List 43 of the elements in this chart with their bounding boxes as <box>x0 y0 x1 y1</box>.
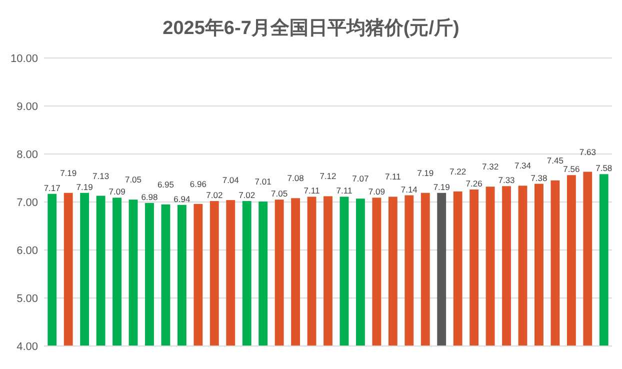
data-label: 7.05 <box>271 188 288 199</box>
data-label: 6.94 <box>174 194 190 204</box>
data-label: 7.19 <box>433 182 450 192</box>
y-tick-label: 10.00 <box>10 53 38 65</box>
data-label: 7.14 <box>400 184 418 194</box>
data-label: 7.11 <box>304 186 320 196</box>
y-tick-label: 8.00 <box>16 149 38 161</box>
y-tick-label: 5.00 <box>16 293 38 305</box>
data-label: 7.22 <box>450 166 466 176</box>
y-tick-label: 4.00 <box>16 341 38 353</box>
data-label: 6.96 <box>190 178 207 189</box>
data-label: 7.09 <box>368 186 386 197</box>
data-label: 6.98 <box>141 192 158 202</box>
data-label: 7.45 <box>546 155 564 166</box>
data-label: 7.58 <box>596 163 612 174</box>
data-label: 7.11 <box>384 172 402 182</box>
data-label: 7.05 <box>124 174 142 185</box>
data-label: 7.34 <box>514 160 532 171</box>
data-label: 7.07 <box>352 174 369 184</box>
data-label: 7.04 <box>222 175 240 186</box>
data-label: 7.12 <box>320 171 337 182</box>
y-tick-label: 6.00 <box>16 245 38 257</box>
data-label: 7.63 <box>579 146 596 157</box>
data-label: 7.02 <box>206 190 223 200</box>
y-tick-label: 7.00 <box>16 197 38 209</box>
data-label: 7.19 <box>76 182 94 192</box>
data-label: 7.08 <box>287 173 304 184</box>
data-label: 7.38 <box>530 172 548 183</box>
data-label: 7.09 <box>108 186 126 197</box>
y-tick-label: 9.00 <box>16 101 38 113</box>
data-label: 7.56 <box>563 164 580 174</box>
data-label: 7.32 <box>482 162 499 172</box>
data-label: 7.11 <box>336 186 352 196</box>
data-label: 7.19 <box>60 168 77 178</box>
data-label: 7.33 <box>498 175 516 186</box>
data-label: 7.26 <box>466 178 483 189</box>
data-label: 7.02 <box>238 190 256 200</box>
chart-title: 2025年6-7月全国日平均猪价(元/斤) <box>162 17 460 39</box>
data-label: 7.13 <box>92 170 110 181</box>
data-label: 6.95 <box>157 179 174 190</box>
data-label: 7.01 <box>254 176 272 187</box>
data-label: 7.17 <box>44 182 61 193</box>
data-label: 7.19 <box>417 168 434 178</box>
